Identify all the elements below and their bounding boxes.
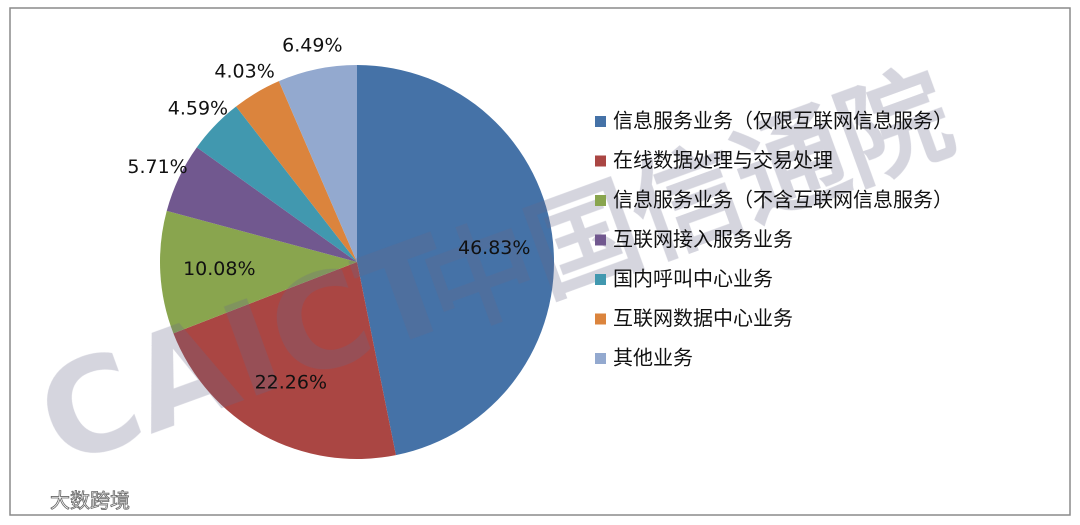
- pie-slice: [166, 147, 357, 262]
- legend-swatch: [595, 274, 606, 285]
- data-label: 6.49%: [282, 34, 342, 56]
- legend-label: 其他业务: [613, 346, 693, 370]
- data-label: 10.08%: [183, 258, 255, 280]
- pie-slice: [357, 65, 555, 456]
- pie-slice: [278, 65, 357, 262]
- data-label: 4.59%: [168, 98, 228, 120]
- pie-slice: [196, 106, 357, 262]
- source-mark: 大数跨境: [50, 489, 130, 513]
- pie-slice: [173, 262, 396, 459]
- pie-slice: [236, 81, 357, 262]
- legend-label: 在线数据处理与交易处理: [613, 148, 833, 172]
- data-label: 46.83%: [458, 237, 530, 259]
- legend-label: 信息服务业务（仅限互联网信息服务）: [613, 109, 953, 133]
- legend-swatch: [595, 234, 606, 246]
- legend-label: 信息服务业务（不含互联网信息服务）: [613, 188, 953, 212]
- pie: [160, 65, 555, 459]
- legend-label: 互联网接入服务业务: [613, 227, 793, 251]
- legend-label: 互联网数据中心业务: [613, 306, 793, 330]
- legend-swatch: [595, 155, 606, 167]
- data-label: 4.03%: [214, 61, 274, 83]
- legend-swatch: [595, 313, 606, 325]
- data-label: 22.26%: [255, 371, 327, 393]
- legend-swatch: [595, 195, 606, 206]
- legend-label: 国内呼叫中心业务: [613, 267, 773, 291]
- legend-swatch: [595, 116, 606, 127]
- legend-swatch: [595, 353, 606, 364]
- pie-slice: [160, 210, 357, 334]
- data-label: 5.71%: [127, 156, 187, 178]
